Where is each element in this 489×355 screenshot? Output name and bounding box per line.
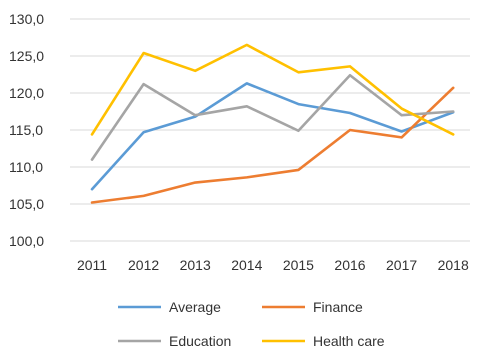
legend: Average Finance Education Health care [118, 299, 385, 349]
y-tick-label: 115,0 [9, 122, 43, 138]
series-line-health-care [90, 43, 455, 136]
legend-label-education: Education [169, 333, 231, 349]
series-line-finance [90, 86, 455, 204]
y-tick-label: 120,0 [9, 85, 44, 101]
legend-label-health-care: Health care [313, 333, 385, 349]
series-line-average [90, 82, 455, 191]
y-axis-tick-labels: 100,0 105,0 110,0 115,0 120,0 125,0 130,0 [9, 11, 44, 249]
x-tick-label: 2018 [438, 257, 469, 273]
x-tick-label: 2015 [283, 257, 314, 273]
x-tick-label: 2016 [334, 257, 365, 273]
y-tick-label: 125,0 [9, 48, 44, 64]
series-line-education [90, 73, 455, 161]
y-tick-label: 130,0 [9, 11, 44, 27]
y-tick-label: 105,0 [9, 196, 44, 212]
y-tick-label: 100,0 [9, 233, 44, 249]
x-tick-label: 2017 [386, 257, 417, 273]
legend-label-finance: Finance [313, 299, 363, 315]
x-tick-label: 2013 [180, 257, 211, 273]
x-tick-label: 2012 [128, 257, 159, 273]
legend-label-average: Average [169, 299, 221, 315]
series-lines [90, 43, 455, 204]
y-tick-label: 110,0 [9, 159, 43, 175]
x-tick-label: 2011 [77, 257, 107, 273]
x-tick-label: 2014 [231, 257, 262, 273]
x-axis-tick-labels: 2011 2012 2013 2014 2015 2016 2017 2018 [77, 257, 469, 273]
